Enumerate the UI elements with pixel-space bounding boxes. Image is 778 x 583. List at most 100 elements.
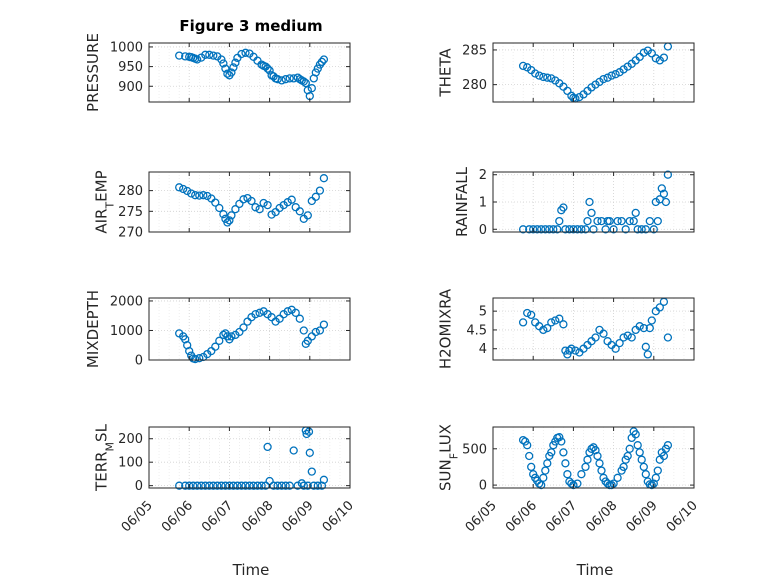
data-point-sun_flux — [525, 451, 534, 461]
data-point-air_temp — [251, 203, 260, 212]
data-point-mixdepth — [283, 307, 292, 316]
data-point-h2omixra — [663, 333, 673, 342]
data-point-sun_flux — [623, 451, 632, 461]
data-point-theta — [547, 74, 556, 83]
data-point-terr_msl — [197, 481, 206, 490]
data-point-sun_flux — [631, 430, 640, 439]
data-point-rainfall — [659, 189, 669, 198]
data-point-h2omixra — [619, 333, 628, 342]
data-point-air_temp — [239, 195, 248, 204]
data-point-air_temp — [287, 195, 296, 204]
y-axis-label-theta: THETA — [436, 48, 454, 98]
data-point-h2omixra — [599, 329, 608, 338]
data-point-rainfall — [663, 170, 673, 179]
y-axis-label-rainfall: RAINFALL — [453, 166, 471, 237]
data-point-rainfall — [617, 216, 626, 226]
data-point-terr_msl — [213, 481, 222, 490]
data-point-terr_msl — [305, 448, 314, 457]
data-point-pressure — [307, 84, 316, 93]
data-point-sun_flux — [523, 441, 532, 450]
data-point-pressure — [227, 68, 236, 77]
data-point-sun_flux — [561, 459, 570, 468]
figure-title: Figure 3 medium — [179, 17, 322, 35]
data-point-sun_flux — [555, 433, 564, 442]
data-point-rainfall — [593, 216, 602, 226]
data-point-rainfall — [633, 225, 642, 234]
data-point-terr_msl — [303, 481, 312, 490]
data-point-rainfall — [629, 216, 638, 226]
y-tick-label-h2omixra: 4 — [479, 342, 487, 357]
data-point-air_temp — [263, 200, 272, 210]
data-point-sun_flux — [535, 479, 544, 488]
x-axis-label-right: Time — [576, 561, 614, 579]
data-point-air_temp — [179, 184, 188, 194]
data-point-terr_msl — [241, 481, 250, 490]
data-point-rainfall — [553, 225, 562, 234]
data-point-h2omixra — [523, 308, 532, 318]
data-point-theta — [599, 74, 608, 84]
axes-background-theta — [493, 43, 694, 102]
data-point-pressure — [229, 63, 238, 72]
data-point-theta — [607, 71, 616, 80]
data-point-sun_flux — [573, 479, 582, 488]
data-point-sun_flux — [603, 479, 612, 488]
data-point-pressure — [223, 69, 232, 78]
data-point-terr_msl — [293, 481, 302, 490]
data-point-terr_msl — [205, 481, 214, 490]
data-point-h2omixra — [543, 323, 552, 333]
data-point-h2omixra — [635, 322, 644, 331]
data-point-terr_msl — [257, 481, 266, 490]
data-point-sun_flux — [559, 448, 568, 457]
data-point-theta — [531, 69, 540, 78]
axes-box-mixdepth — [148, 297, 351, 361]
data-point-sun_flux — [663, 441, 673, 450]
data-point-air_temp — [311, 192, 320, 201]
data-point-sun_flux — [625, 444, 634, 453]
data-point-pressure — [289, 74, 298, 83]
data-point-pressure — [293, 73, 302, 82]
data-point-pressure — [219, 59, 228, 68]
y-tick-label-mixdepth: 2000 — [110, 294, 143, 309]
data-point-rainfall — [589, 225, 598, 234]
data-point-air_temp — [195, 191, 204, 200]
data-point-air_temp — [187, 189, 196, 198]
data-point-sun_flux — [543, 459, 552, 468]
data-point-pressure — [175, 51, 184, 60]
data-point-sun_flux — [607, 480, 616, 490]
y-tick-label-mixdepth: 0 — [135, 354, 143, 369]
axes-box-pressure — [148, 42, 351, 103]
data-point-pressure — [241, 48, 250, 57]
data-point-terr_msl — [245, 481, 254, 490]
data-point-air_temp — [223, 218, 232, 227]
data-point-terr_msl — [302, 429, 311, 439]
y-tick-label-h2omixra: 5 — [479, 305, 487, 320]
data-point-sun_flux — [539, 473, 548, 482]
data-point-sun_flux — [581, 462, 590, 472]
data-point-sun_flux — [651, 473, 660, 482]
data-point-terr_msl — [277, 481, 286, 490]
data-point-rainfall — [559, 203, 568, 212]
data-point-rainfall — [587, 208, 596, 218]
data-point-terr_msl — [209, 481, 218, 490]
data-point-h2omixra — [527, 310, 536, 320]
y-tick-label-pressure: 950 — [118, 60, 143, 75]
data-point-sun_flux — [647, 480, 656, 490]
data-point-rainfall — [529, 225, 538, 234]
data-point-terr_msl — [185, 481, 194, 490]
data-point-h2omixra — [643, 350, 652, 359]
data-point-h2omixra — [547, 318, 556, 327]
data-point-rainfall — [609, 225, 618, 234]
axes-box-air_temp — [148, 171, 351, 233]
data-point-h2omixra — [639, 323, 648, 333]
data-point-rainfall — [549, 225, 558, 234]
data-point-rainfall — [545, 225, 554, 234]
data-point-pressure — [221, 64, 230, 73]
data-point-theta — [535, 71, 544, 80]
data-point-rainfall — [621, 225, 630, 234]
data-point-sun_flux — [637, 455, 646, 464]
data-point-mixdepth — [295, 314, 304, 323]
data-point-air_temp — [211, 198, 220, 207]
data-point-rainfall — [541, 225, 550, 234]
data-point-rainfall — [518, 225, 528, 234]
